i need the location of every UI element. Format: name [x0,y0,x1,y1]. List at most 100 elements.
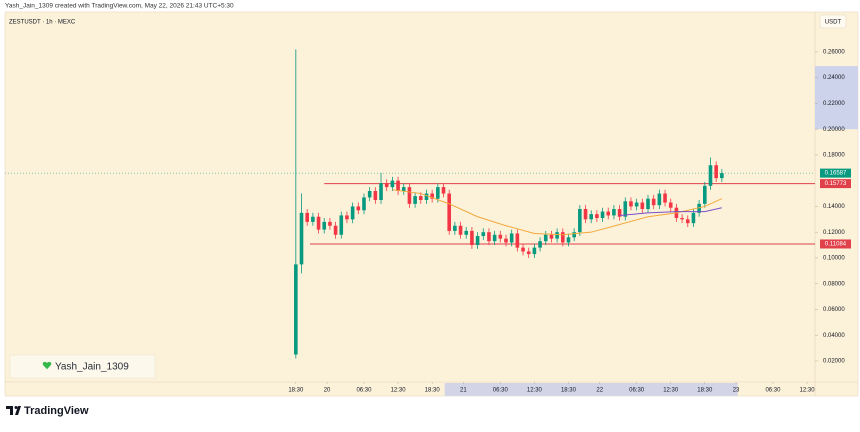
candle-body [345,215,349,220]
tradingview-logo [6,406,21,415]
x-tick-label: 12:30 [391,388,407,394]
candle-body [555,232,559,239]
candle-body [436,187,440,199]
x-tick-label: 06:30 [765,388,781,394]
candle-body [356,206,361,211]
symbol-title: ZESTUSDT · 1h · MEXC [9,20,76,26]
candle-body [566,237,571,243]
y-tick-label: 0.14000 [823,204,845,210]
candle-body [401,187,406,191]
candle-body [407,187,412,204]
currency[interactable]: USDT [825,20,842,26]
candle-body [430,193,434,199]
candle-body [691,212,696,224]
candle-body [311,216,315,222]
x-tick-label: 18:30 [288,388,304,394]
watermark-box [9,354,156,379]
last-price-box [820,168,851,178]
candle-body [515,233,520,248]
candle-body [583,209,588,220]
x-tick-label: 18:30 [561,388,577,394]
candle-body [697,203,701,213]
candle-body [640,202,645,210]
candle-body [294,264,298,355]
candle-body [447,193,451,231]
candle-body [646,198,650,210]
candle-body [538,241,542,248]
candle-body [362,197,366,211]
candle-body [464,230,469,235]
candle-body [481,232,486,237]
candle-body [299,212,304,265]
x-tick-label: 12:30 [527,388,543,394]
candle-body [492,234,497,242]
candle-body [413,196,417,204]
x-tick-label: 06:30 [493,388,509,394]
candle-body [703,185,707,204]
candle-body [305,212,309,222]
level-label-box [820,179,851,189]
x-tick-label: 21 [460,388,467,394]
y-tick-label: 0.22000 [823,101,845,107]
candle-body [441,187,446,194]
candle-body [612,209,616,216]
y-tick-label: 0.24000 [823,75,845,81]
watermark: Yash_Jain_1309 [55,362,129,373]
candle-body [668,202,673,208]
chart-background [4,11,859,397]
x-tick-label: 18:30 [425,388,441,394]
candle-body [424,193,429,200]
candle-body [322,221,327,230]
candle-body [629,201,633,207]
candle-body [680,218,684,220]
header: Yash_Jain_1309 created with TradingView.… [5,3,234,10]
x-tick-label: 18:30 [697,388,713,394]
candle-body [333,225,338,235]
level-label: 0.15773 [825,181,847,187]
candle-body [470,230,474,246]
logo-dot [14,406,18,409]
candle-body [578,209,582,233]
price-range-highlight [815,66,858,130]
candle-body [384,183,389,188]
indicator-line [619,207,722,216]
candle-body [504,238,508,243]
logo-icon [6,406,21,415]
y-tick-label: 0.12000 [823,230,845,236]
candle-body [487,232,491,242]
candle-body [543,234,548,242]
x-tick-label: 12:30 [663,388,679,394]
indicator-line [392,189,723,236]
candle-body [418,196,423,200]
candle-body [708,165,713,186]
y-tick-label: 0.20000 [823,127,845,133]
x-tick-label: 23 [733,388,740,394]
candle-body [617,209,622,217]
candle-body [509,233,514,243]
candle-body [379,183,383,200]
candle-body [595,214,599,219]
candle-body [453,225,457,231]
candle-body [526,251,531,255]
time-range-highlight [444,383,738,396]
candle-body [606,211,611,216]
x-tick-label: 06:30 [629,388,645,394]
candle-body [373,190,378,200]
candle-body [560,232,565,243]
candle-body [657,193,662,206]
x-tick-label: 12:30 [800,388,816,394]
y-tick-label: 0.02000 [823,359,845,365]
candle-body [589,214,593,220]
candle-body [367,190,372,198]
candle-body [498,234,503,239]
y-tick-label: 0.06000 [823,307,845,313]
level-label: 0.11084 [825,242,847,248]
candle-body [328,221,332,226]
currency-box[interactable] [819,14,847,29]
y-tick-label: 0.26000 [823,49,845,55]
x-tick-label: 22 [596,388,603,394]
candle-body [475,236,480,246]
candle-body [339,215,344,235]
y-tick-label: 0.18000 [823,153,845,159]
